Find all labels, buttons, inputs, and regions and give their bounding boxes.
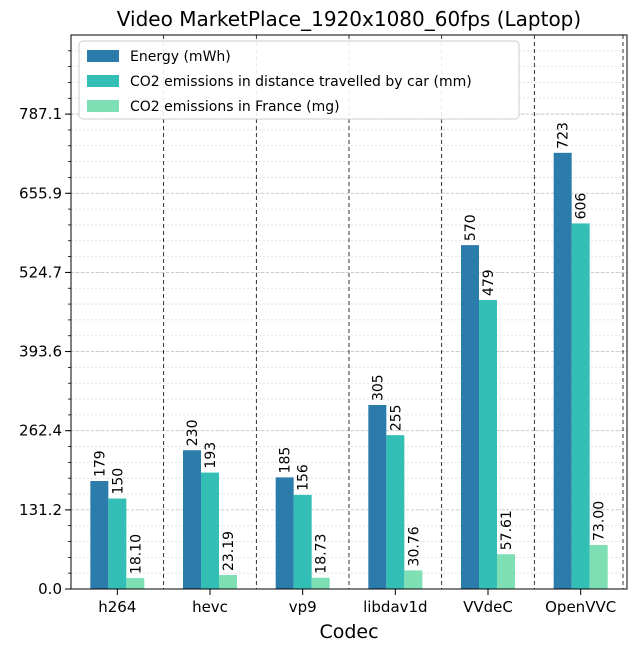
legend-swatch: [87, 50, 119, 62]
bar-OpenVVC-series-1: [571, 223, 590, 590]
bar-hevc-series-1: [201, 472, 219, 589]
x-tick-label: OpenVVC: [545, 598, 616, 616]
legend-entry: CO2 emissions in France (mg): [130, 99, 340, 115]
y-tick-label: 131.2: [19, 501, 62, 519]
bar-hevc-series-2: [219, 575, 237, 589]
bar-value-label: 570: [463, 214, 479, 241]
axes: 0.0 131.2 262.4 393.6 524.7 655.9 787.1 h264 hev…: [19, 34, 628, 616]
bar-value-label: 479: [481, 269, 497, 296]
bar-vp9-series-2: [311, 577, 330, 589]
bar-libdav1d-series-2: [404, 570, 423, 589]
legend-swatch: [87, 100, 119, 112]
legend-entry: Energy (mWh): [130, 49, 231, 65]
bar-vp9-series-0: [275, 477, 294, 589]
bar-value-label: 156: [296, 464, 312, 491]
y-tick-label: 787.1: [19, 105, 62, 123]
bar-VVdeC-series-2: [497, 554, 515, 589]
bar-value-label: 606: [574, 193, 590, 220]
bar-hevc-series-0: [183, 450, 201, 589]
plot-frame: [70, 34, 628, 590]
bars: [90, 152, 608, 590]
bar-value-label: 723: [556, 122, 572, 149]
legend-box: [78, 40, 520, 120]
legend-swatch: [87, 75, 119, 87]
y-tick-label: 0.0: [38, 580, 62, 598]
bar-value-label: 179: [92, 450, 108, 477]
bar-value-label: 57.61: [499, 510, 515, 550]
bar-OpenVVC-series-0: [553, 152, 572, 590]
y-tick-label: 655.9: [19, 184, 62, 202]
codec-dividers: [163, 35, 624, 589]
legend-entry: CO2 emissions in distance travelled by c…: [130, 74, 472, 90]
y-tick-label: 524.7: [19, 263, 62, 281]
x-tick-label: hevc: [192, 598, 228, 616]
bar-libdav1d-series-1: [386, 435, 405, 589]
bar-vp9-series-1: [293, 494, 312, 589]
chart-title: Video MarketPlace_1920x1080_60fps (Lapto…: [117, 7, 581, 31]
x-tick-label: VVdeC: [463, 598, 513, 616]
x-tick-label: h264: [98, 598, 136, 616]
y-tick-label: 262.4: [19, 422, 62, 440]
bar-value-label: 255: [388, 404, 404, 431]
bar-value-label: 30.76: [406, 526, 422, 566]
bar-value-label: 193: [203, 442, 219, 469]
bar-VVdeC-series-1: [479, 300, 497, 589]
x-tick-label: vp9: [289, 598, 317, 616]
bar-libdav1d-series-0: [368, 404, 387, 589]
bar-value-label: 18.10: [128, 534, 144, 574]
bar-value-label: 305: [370, 374, 386, 401]
bar-value-label: 230: [185, 420, 201, 447]
bar-h264-series-2: [126, 578, 145, 589]
bar-value-label: 185: [278, 447, 294, 474]
bar-VVdeC-series-0: [461, 245, 479, 590]
bar-value-label: 18.73: [314, 534, 330, 574]
bar-value-label: 73.00: [592, 501, 608, 541]
bar-h264-series-0: [90, 481, 109, 589]
x-tick-label: libdav1d: [363, 598, 428, 616]
x-axis-title: Codec: [319, 621, 378, 643]
legend: Energy (mWh) CO2 emissions in distance tr…: [78, 40, 520, 120]
bar-OpenVVC-series-2: [589, 544, 608, 589]
bar-h264-series-1: [108, 498, 127, 589]
bar-value-label: 23.19: [221, 531, 237, 571]
y-tick-label: 393.6: [19, 343, 62, 361]
bar-value-label: 150: [110, 468, 126, 495]
